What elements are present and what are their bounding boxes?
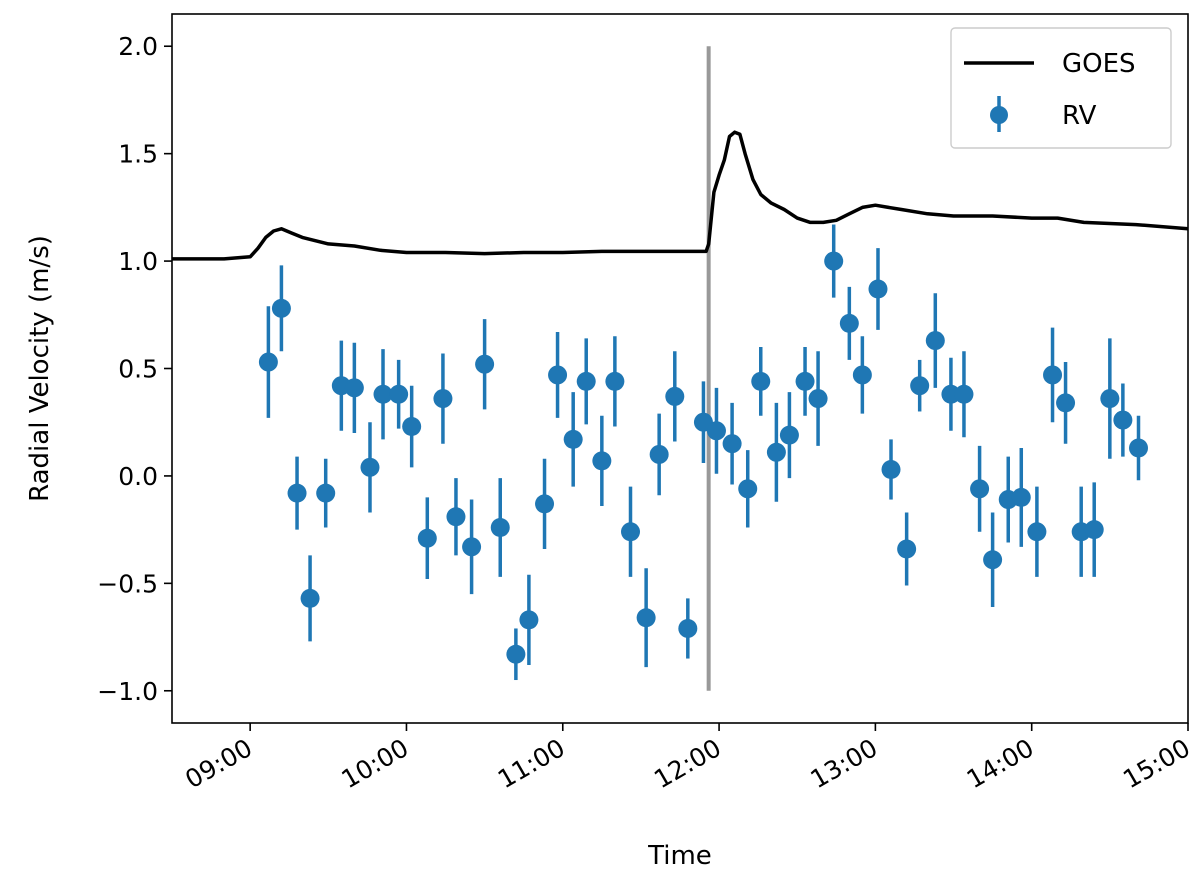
y-tick-label: 1.5 bbox=[118, 140, 158, 169]
rv-point-28 bbox=[665, 386, 685, 406]
plot-area bbox=[172, 46, 1189, 691]
rv-point-10 bbox=[402, 417, 422, 437]
rv-point-53 bbox=[1027, 522, 1047, 542]
rv-point-17 bbox=[506, 644, 526, 664]
y-axis-label: Radial Velocity (m/s) bbox=[25, 235, 55, 502]
legend-rv-label: RV bbox=[1062, 101, 1097, 131]
rv-point-36 bbox=[779, 425, 799, 445]
rv-point-57 bbox=[1084, 520, 1104, 540]
rv-point-11 bbox=[417, 528, 437, 548]
rv-point-45 bbox=[910, 376, 930, 396]
rv-point-9 bbox=[389, 384, 409, 404]
rv-point-20 bbox=[548, 365, 568, 385]
rv-point-37 bbox=[795, 371, 815, 391]
rv-point-6 bbox=[344, 378, 364, 398]
rv-point-12 bbox=[433, 389, 453, 409]
rv-point-31 bbox=[706, 421, 726, 441]
legend: GOES RV bbox=[950, 27, 1172, 149]
rv-point-1 bbox=[271, 298, 291, 318]
rv-point-24 bbox=[605, 371, 625, 391]
rv-point-3 bbox=[300, 588, 320, 608]
rv-point-34 bbox=[751, 371, 771, 391]
rv-point-59 bbox=[1113, 410, 1133, 430]
rv-point-46 bbox=[925, 331, 945, 351]
legend-box bbox=[950, 27, 1172, 149]
legend-goes-label: GOES bbox=[1062, 49, 1136, 79]
rv-point-41 bbox=[852, 365, 872, 385]
rv-point-25 bbox=[621, 522, 641, 542]
rv-point-54 bbox=[1043, 365, 1063, 385]
rv-point-18 bbox=[519, 610, 539, 630]
rv-point-55 bbox=[1056, 393, 1076, 413]
rv-point-13 bbox=[446, 507, 466, 527]
y-tick-label: 2.0 bbox=[118, 32, 158, 61]
y-tick-label: 0.5 bbox=[118, 355, 158, 384]
rv-point-44 bbox=[897, 539, 917, 559]
rv-point-27 bbox=[649, 444, 669, 464]
rv-point-48 bbox=[954, 384, 974, 404]
goes-series-line bbox=[172, 130, 1189, 261]
rv-point-47 bbox=[941, 384, 961, 404]
rv-point-50 bbox=[983, 550, 1003, 570]
rv-point-32 bbox=[722, 434, 742, 454]
legend-rv-marker-swatch bbox=[990, 106, 1008, 124]
rv-point-40 bbox=[839, 313, 859, 333]
rv-point-60 bbox=[1129, 438, 1149, 458]
rv-point-19 bbox=[535, 494, 555, 514]
rv-point-49 bbox=[970, 479, 990, 499]
rv-point-0 bbox=[258, 352, 278, 372]
rv-point-38 bbox=[808, 389, 828, 409]
rv-point-43 bbox=[881, 459, 901, 479]
rv-point-52 bbox=[1011, 487, 1031, 507]
rv-point-35 bbox=[766, 442, 786, 462]
y-tick-label: −1.0 bbox=[97, 677, 158, 706]
y-tick-label: 1.0 bbox=[118, 247, 158, 276]
rv-point-21 bbox=[563, 429, 583, 449]
rv-point-2 bbox=[287, 483, 307, 503]
rv-point-22 bbox=[576, 371, 596, 391]
rv-point-42 bbox=[868, 279, 888, 299]
x-axis-label: Time bbox=[647, 841, 712, 871]
rv-point-29 bbox=[678, 618, 698, 638]
rv-point-23 bbox=[592, 451, 612, 471]
rv-point-4 bbox=[316, 483, 336, 503]
rv-point-16 bbox=[490, 517, 510, 537]
rv-point-58 bbox=[1100, 389, 1120, 409]
rv-point-8 bbox=[373, 384, 393, 404]
rv-point-14 bbox=[462, 537, 482, 557]
y-tick-label: −0.5 bbox=[97, 569, 158, 598]
rv-point-26 bbox=[636, 608, 656, 628]
rv-point-15 bbox=[475, 354, 495, 374]
rv-point-7 bbox=[360, 457, 380, 477]
y-tick-label: 0.0 bbox=[118, 462, 158, 491]
rv-point-33 bbox=[738, 479, 758, 499]
rv-point-39 bbox=[824, 251, 844, 271]
